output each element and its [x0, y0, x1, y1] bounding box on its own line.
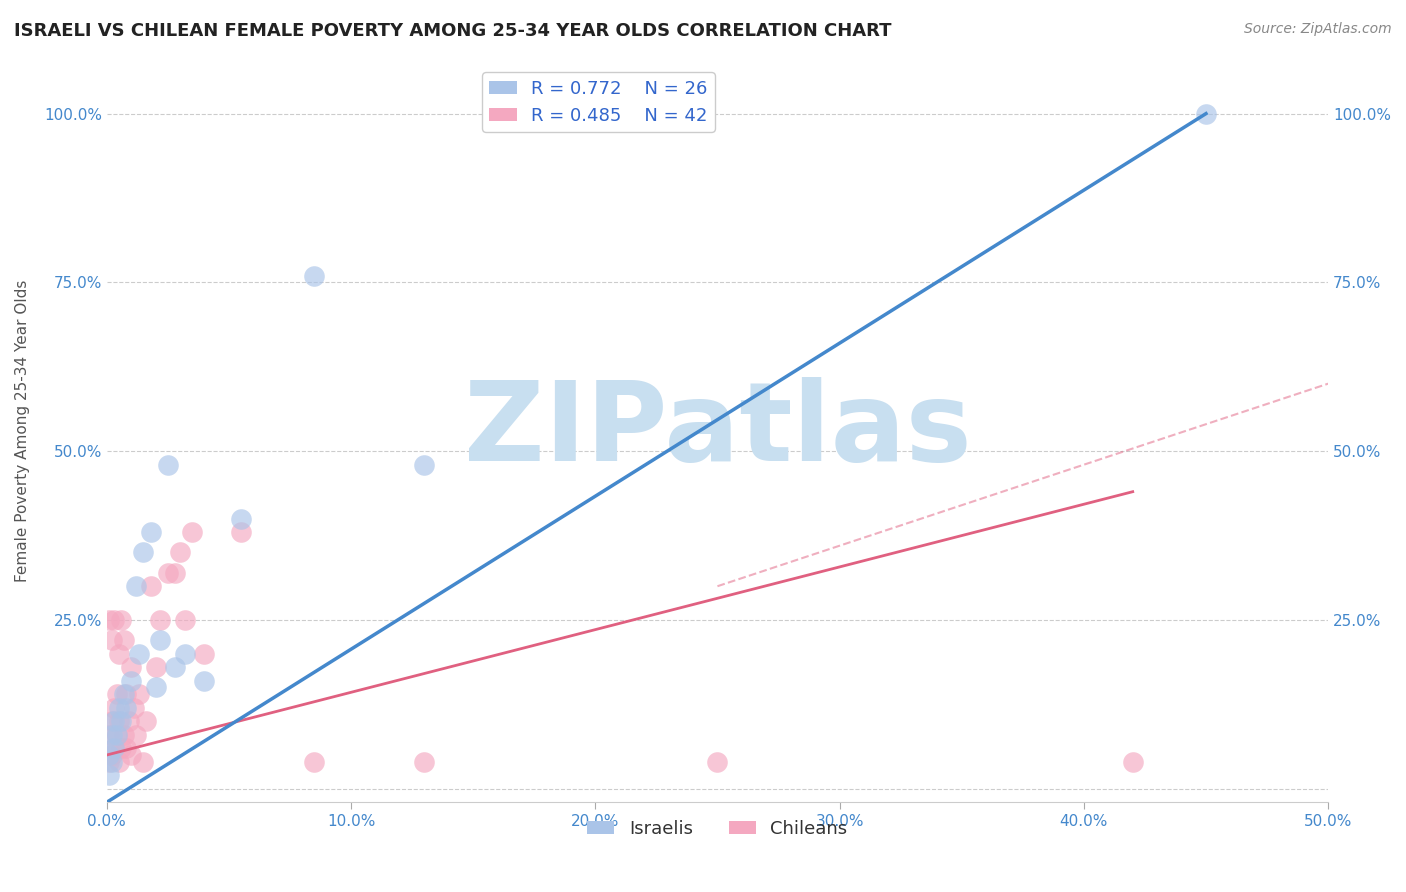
Point [110, 741, 132, 756]
Point [115, 700, 138, 714]
Point [108, 755, 131, 769]
Point [145, 681, 167, 695]
Point [169, 545, 191, 559]
Legend: Israelis, Chileans: Israelis, Chileans [581, 813, 855, 846]
Point [193, 673, 215, 688]
Point [105, 728, 128, 742]
Point [128, 647, 150, 661]
Point [98, 768, 121, 782]
Point [145, 660, 167, 674]
Point [110, 714, 132, 729]
Point [156, 566, 179, 580]
Point [108, 714, 131, 729]
Point [112, 687, 135, 701]
Point [149, 633, 172, 648]
Point [413, 755, 436, 769]
Point [115, 687, 138, 701]
Point [149, 613, 172, 627]
Point [181, 525, 204, 540]
Point [139, 525, 162, 540]
Point [139, 579, 162, 593]
Point [135, 714, 157, 729]
Point [105, 687, 128, 701]
Text: ISRAELI VS CHILEAN FEMALE POVERTY AMONG 25-34 YEAR OLDS CORRELATION CHART: ISRAELI VS CHILEAN FEMALE POVERTY AMONG … [14, 22, 891, 40]
Point [108, 700, 131, 714]
Point [132, 545, 155, 559]
Point [108, 647, 131, 661]
Y-axis label: Female Poverty Among 25-34 Year Olds: Female Poverty Among 25-34 Year Olds [15, 280, 30, 582]
Point [413, 458, 436, 472]
Point [100, 633, 122, 648]
Point [165, 566, 187, 580]
Point [122, 700, 145, 714]
Point [120, 673, 142, 688]
Point [103, 714, 125, 729]
Point [132, 755, 155, 769]
Point [98, 613, 121, 627]
Point [98, 747, 121, 762]
Point [304, 755, 326, 769]
Point [103, 700, 125, 714]
Point [100, 747, 122, 762]
Point [115, 741, 138, 756]
Point [165, 660, 187, 674]
Point [128, 687, 150, 701]
Point [98, 728, 121, 742]
Point [103, 613, 125, 627]
Point [100, 728, 122, 742]
Point [103, 741, 125, 756]
Point [98, 755, 121, 769]
Point [110, 613, 132, 627]
Text: Source: ZipAtlas.com: Source: ZipAtlas.com [1244, 22, 1392, 37]
Point [125, 728, 148, 742]
Point [1122, 755, 1144, 769]
Point [193, 647, 215, 661]
Text: ZIPatlas: ZIPatlas [464, 377, 972, 484]
Point [174, 613, 197, 627]
Point [112, 728, 135, 742]
Point [105, 728, 128, 742]
Point [100, 755, 122, 769]
Point [120, 660, 142, 674]
Point [156, 458, 179, 472]
Point [229, 512, 252, 526]
Point [120, 747, 142, 762]
Point [1195, 106, 1218, 120]
Point [112, 633, 135, 648]
Point [174, 647, 197, 661]
Point [706, 755, 728, 769]
Point [304, 268, 326, 283]
Point [100, 714, 122, 729]
Point [229, 525, 252, 540]
Point [118, 714, 141, 729]
Point [103, 741, 125, 756]
Point [125, 579, 148, 593]
